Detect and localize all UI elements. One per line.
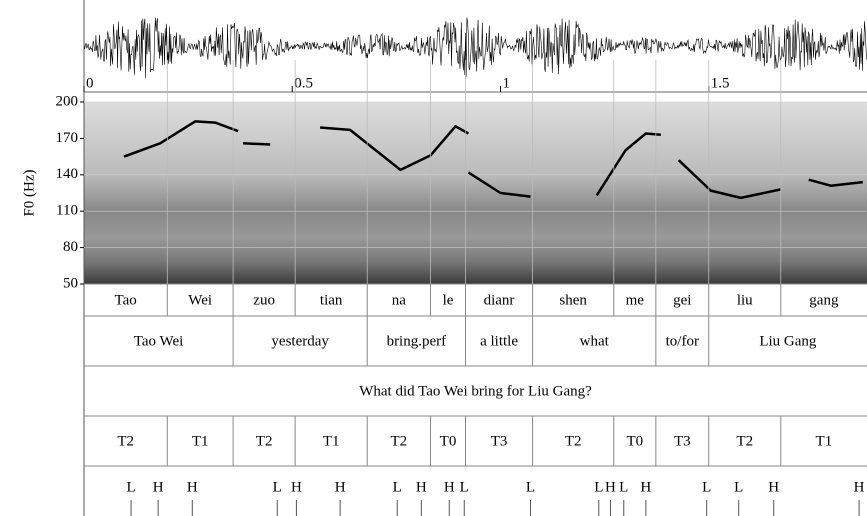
point-label: H [416,479,427,495]
y-tick-label: 110 [56,203,78,219]
interval-label: T3 [491,433,508,449]
point-label: L [526,479,535,495]
waveform-trace [83,17,867,78]
interval-label: a little [480,333,518,349]
point-label: L [594,479,603,495]
x-tick-label: 1.5 [711,75,730,91]
spectrogram [84,102,867,284]
interval-label: dianr [484,292,515,308]
interval-label: Tao Wei [134,333,184,349]
point-label: H [153,479,164,495]
interval-label: T2 [391,433,408,449]
point-label: L [734,479,743,495]
interval-label: T1 [323,433,340,449]
interval-label: Tao [115,292,137,308]
point-label: H [640,479,651,495]
interval-label: shen [559,292,587,308]
waveform [83,17,867,78]
y-tick-label: 170 [56,130,79,146]
point-label: H [291,479,302,495]
interval-label: le [443,292,454,308]
interval-label: bring.perf [387,333,447,349]
point-label: H [444,479,455,495]
x-tick-label: 1 [502,75,510,91]
f0-contour [123,120,863,200]
interval-label: me [626,292,645,308]
interval-label: tian [320,292,343,308]
interval-label: zuo [253,292,275,308]
interval-label: Wei [188,292,212,308]
point-label: H [854,479,865,495]
point-label: L [460,479,469,495]
point-label: H [605,479,616,495]
interval-label: T2 [256,433,273,449]
interval-label: T2 [117,433,134,449]
y-tick-label: 200 [56,93,79,109]
point-label: L [126,479,135,495]
point-label: L [393,479,402,495]
interval-label: T0 [440,433,457,449]
interval-label: T3 [674,433,691,449]
interval-label: T1 [816,433,833,449]
point-label: L [273,479,282,495]
interval-label: what [580,333,610,349]
interval-label: to/for [666,333,699,349]
x-tick-label: 0.5 [294,75,313,91]
y-tick-label: 140 [56,166,79,182]
point-label: H [768,479,779,495]
interval-label: T1 [192,433,209,449]
x-tick-label: 0 [86,75,94,91]
interval-label: gei [673,292,691,308]
interval-label: gang [809,292,839,308]
y-tick-label: 80 [63,239,78,255]
y-tick-label: 50 [63,275,78,291]
interval-label: na [392,292,407,308]
point-label: L [702,479,711,495]
interval-label: T0 [626,433,643,449]
y-axis-label: F0 (Hz) [21,169,37,216]
interval-label: T2 [736,433,753,449]
interval-label: yesterday [271,333,329,349]
interval-label: What did Tao Wei bring for Liu Gang? [359,383,592,399]
interval-label: liu [737,292,753,308]
point-label: L [619,479,628,495]
point-label: H [335,479,346,495]
interval-label: Liu Gang [759,333,817,349]
point-label: H [187,479,198,495]
interval-label: T2 [565,433,582,449]
